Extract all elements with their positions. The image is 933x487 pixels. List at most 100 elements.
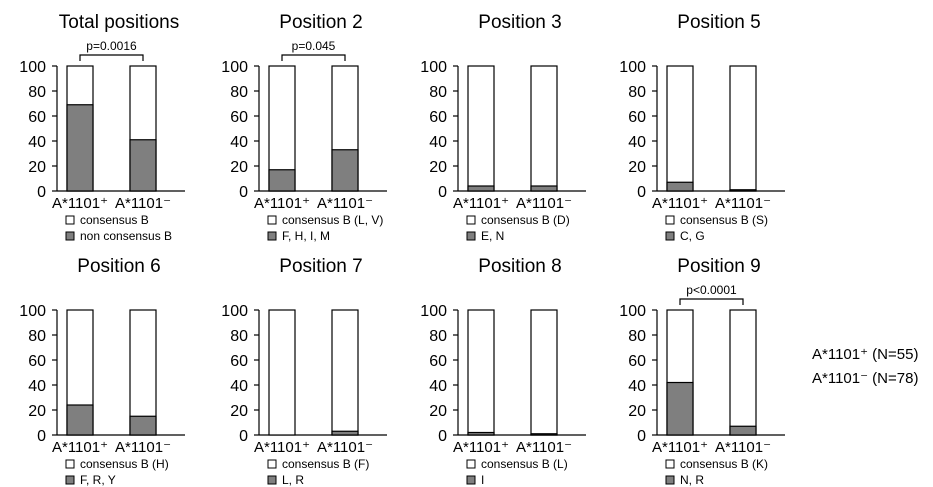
- p2-legend-swatch-2: [267, 231, 277, 241]
- p4-legend-label-1: consensus B (S): [680, 213, 768, 227]
- p6-y-tick-label: 0: [239, 428, 248, 445]
- p3-x-tick-label: A*1101⁻: [516, 195, 572, 212]
- p2-y-tick-label: 0: [239, 184, 248, 201]
- p1-x-tick-label: A*1101⁺: [52, 195, 108, 212]
- p3-bar-nonconsensus-2: [530, 185, 558, 192]
- p5-legend-swatch-2: [65, 475, 75, 485]
- p5-y-tick-label: 60: [28, 353, 46, 370]
- p2-legend-label-2: F, H, I, M: [282, 229, 330, 243]
- p4-title: Position 5: [677, 12, 760, 33]
- p8-p-value: p<0.0001: [686, 283, 737, 297]
- p1-legend-swatch-1: [65, 215, 75, 225]
- p2-y-tick-label: 60: [230, 109, 248, 126]
- p4-x-tick-label: A*1101⁻: [715, 195, 771, 212]
- p6-title: Position 7: [279, 256, 362, 277]
- p8-y-tick-label: 40: [628, 378, 646, 395]
- p3-x-tick-label: A*1101⁺: [453, 195, 509, 212]
- p3-legend-swatch-1: [466, 215, 476, 225]
- p6-legend-label-1: consensus B (F): [282, 457, 369, 471]
- p3-legend-swatch-2: [466, 231, 476, 241]
- p8-significance-bracket: [679, 298, 744, 305]
- p4-y-tick-label: 0: [637, 184, 646, 201]
- p5-legend-label-2: F, R, Y: [80, 473, 116, 487]
- p6-x-tick-label: A*1101⁺: [254, 439, 310, 456]
- p7-bar-nonconsensus-2: [530, 433, 558, 436]
- p7-bar-consensus-2: [530, 309, 558, 436]
- p5-x-tick-label: A*1101⁺: [52, 439, 108, 456]
- p3-legend-label-1: consensus B (D): [481, 213, 570, 227]
- p1-y-tick-label: 0: [37, 184, 46, 201]
- p8-y-tick-label: 0: [637, 428, 646, 445]
- p1-significance-bracket: [79, 54, 144, 61]
- p5-bar-nonconsensus-2: [129, 415, 157, 436]
- p5-y-tick-label: 80: [28, 328, 46, 345]
- p5-legend-swatch-1: [65, 459, 75, 469]
- p4-y-tick-label: 80: [628, 84, 646, 101]
- p8-bar-nonconsensus-2: [729, 425, 757, 436]
- p4-legend-swatch-2: [665, 231, 675, 241]
- p1-y-tick-label: 20: [28, 159, 46, 176]
- p3-y-tick-label: 40: [429, 134, 447, 151]
- p8-title: Position 9: [677, 256, 760, 277]
- p8-legend-swatch-2: [665, 475, 675, 485]
- p4-legend-swatch-1: [665, 215, 675, 225]
- p2-title: Position 2: [279, 12, 362, 33]
- p7-legend-label-2: I: [481, 473, 484, 487]
- p1-title: Total positions: [59, 12, 179, 33]
- p6-y-tick-label: 60: [230, 353, 248, 370]
- p7-y-tick-label: 60: [429, 353, 447, 370]
- p5-title: Position 6: [77, 256, 160, 277]
- p6-legend-swatch-2: [267, 475, 277, 485]
- p8-x-tick-label: A*1101⁺: [652, 439, 708, 456]
- p8-legend-label-2: N, R: [680, 473, 704, 487]
- p2-x-tick-label: A*1101⁺: [254, 195, 310, 212]
- p5-y-tick-label: 0: [37, 428, 46, 445]
- p2-bar-nonconsensus-1: [268, 169, 296, 192]
- p7-x-tick-label: A*1101⁺: [453, 439, 509, 456]
- p6-x-tick-label: A*1101⁻: [317, 439, 373, 456]
- p7-y-tick-label: 0: [438, 428, 447, 445]
- p2-legend-swatch-1: [267, 215, 277, 225]
- p5-legend-label-1: consensus B (H): [80, 457, 169, 471]
- p5-y-tick-label: 40: [28, 378, 46, 395]
- n-negative-note: A*1101⁻ (N=78): [812, 370, 919, 387]
- p7-bar-nonconsensus-1: [467, 431, 495, 436]
- p4-y-tick-label: 20: [628, 159, 646, 176]
- p5-bar-consensus-2: [129, 309, 157, 436]
- p7-y-tick-label: 40: [429, 378, 447, 395]
- p8-legend-label-1: consensus B (K): [680, 457, 768, 471]
- p6-y-tick-label: 20: [230, 403, 248, 420]
- p7-legend-label-1: consensus B (L): [481, 457, 568, 471]
- p7-x-tick-label: A*1101⁻: [516, 439, 572, 456]
- p8-legend-swatch-1: [665, 459, 675, 469]
- p6-y-tick-label: 100: [221, 303, 248, 320]
- p1-bar-nonconsensus-1: [66, 104, 94, 192]
- p6-bar-nonconsensus-2: [331, 430, 359, 436]
- p3-y-tick-label: 0: [438, 184, 447, 201]
- p2-y-tick-label: 40: [230, 134, 248, 151]
- p8-y-tick-label: 60: [628, 353, 646, 370]
- p4-bar-consensus-2: [729, 65, 757, 192]
- p6-legend-label-2: L, R: [282, 473, 304, 487]
- p4-bar-nonconsensus-1: [666, 181, 694, 192]
- p2-bar-nonconsensus-2: [331, 149, 359, 192]
- p3-y-tick-label: 20: [429, 159, 447, 176]
- p6-y-tick-label: 40: [230, 378, 248, 395]
- p4-bar-nonconsensus-2: [729, 189, 757, 192]
- p5-bar-nonconsensus-1: [66, 404, 94, 436]
- p4-bar-consensus-1: [666, 65, 694, 192]
- p7-y-tick-label: 100: [420, 303, 447, 320]
- p1-y-tick-label: 60: [28, 109, 46, 126]
- p7-y-tick-label: 80: [429, 328, 447, 345]
- p1-y-tick-label: 80: [28, 84, 46, 101]
- p7-legend-swatch-2: [466, 475, 476, 485]
- p3-y-tick-label: 80: [429, 84, 447, 101]
- p2-x-tick-label: A*1101⁻: [317, 195, 373, 212]
- p7-title: Position 8: [478, 256, 561, 277]
- p2-significance-bracket: [281, 54, 346, 61]
- p3-legend-label-2: E, N: [481, 229, 504, 243]
- p6-y-tick-label: 80: [230, 328, 248, 345]
- p7-bar-consensus-1: [467, 309, 495, 436]
- p8-y-tick-label: 20: [628, 403, 646, 420]
- p2-y-tick-label: 80: [230, 84, 248, 101]
